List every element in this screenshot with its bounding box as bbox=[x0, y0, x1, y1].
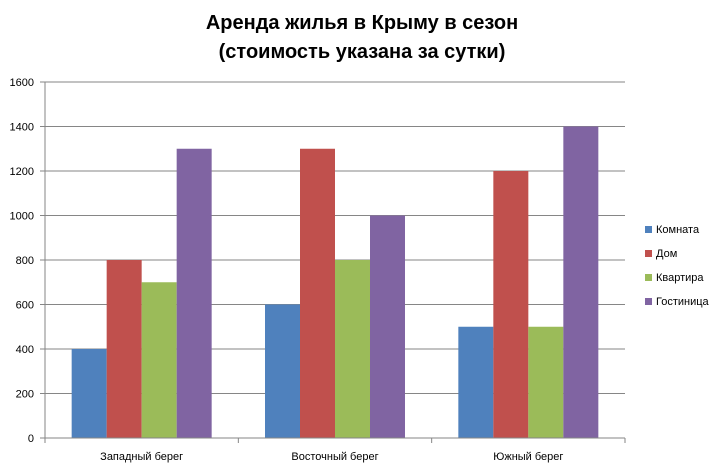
legend-swatch bbox=[645, 274, 652, 281]
y-tick-label: 200 bbox=[16, 389, 34, 401]
bar bbox=[265, 304, 300, 438]
bar bbox=[563, 126, 599, 438]
legend-label: Квартира bbox=[656, 272, 704, 284]
bar bbox=[493, 171, 529, 438]
y-tick-label: 1600 bbox=[10, 77, 34, 89]
bar bbox=[335, 260, 370, 438]
y-axis-ticks: 0 200 400 600 800 1000 1200 1400 1600 bbox=[10, 77, 34, 445]
y-tick-label: 1200 bbox=[10, 166, 34, 178]
axes bbox=[40, 81, 626, 443]
y-tick-label: 600 bbox=[16, 300, 34, 312]
bar bbox=[176, 148, 212, 438]
legend-swatch bbox=[645, 298, 652, 305]
y-tick-label: 1400 bbox=[10, 122, 34, 134]
x-axis-labels: Западный берег Восточный берег Южный берег bbox=[100, 451, 563, 463]
legend-swatch bbox=[645, 250, 652, 257]
chart-title-line-2: (стоимость указана за сутки) bbox=[219, 41, 506, 63]
y-tick-label: 0 bbox=[28, 433, 34, 445]
legend-swatch bbox=[645, 226, 652, 233]
x-category-label: Южный берег bbox=[493, 451, 563, 463]
y-tick-label: 1000 bbox=[10, 211, 34, 223]
x-category-label: Восточный берег bbox=[291, 451, 378, 463]
bar bbox=[528, 326, 564, 438]
legend: Комната Дом Квартира Гостиница bbox=[645, 224, 710, 308]
bar bbox=[300, 148, 335, 438]
chart-title-line-1: Аренда жилья в Крыму в сезон bbox=[206, 12, 518, 34]
legend-label: Дом bbox=[656, 248, 677, 260]
bar bbox=[106, 260, 142, 438]
y-tick-label: 800 bbox=[16, 255, 34, 267]
legend-label: Гостиница bbox=[656, 296, 710, 308]
bar bbox=[71, 349, 107, 438]
bar bbox=[458, 326, 494, 438]
x-category-label: Западный берег bbox=[100, 451, 183, 463]
bar bbox=[141, 282, 177, 438]
bar bbox=[370, 215, 405, 438]
y-tick-label: 400 bbox=[16, 344, 34, 356]
bars bbox=[71, 126, 599, 438]
legend-label: Комната bbox=[656, 224, 700, 236]
